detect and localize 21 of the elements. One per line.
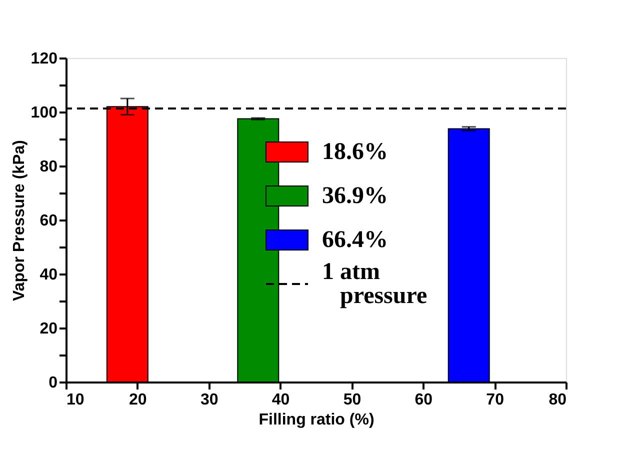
legend-label: 1 atm pressure [322, 259, 428, 309]
y-tick-label: 40 [40, 266, 58, 284]
x-tick-label: 20 [129, 392, 147, 408]
x-tick-label: 80 [548, 392, 567, 408]
legend-label: 36.9% [322, 183, 388, 209]
legend-label: 18.6% [322, 139, 388, 165]
y-tick-label: 100 [30, 104, 58, 122]
y-tick-label: 80 [40, 158, 58, 176]
y-tick-label: 20 [40, 320, 58, 338]
y-tick-label: 0 [48, 374, 58, 392]
x-axis-title: Filling ratio (%) [258, 412, 374, 428]
y-tick-label: 120 [30, 50, 58, 68]
x-tick-label: 50 [343, 392, 362, 408]
x-tick-label: 70 [486, 392, 504, 408]
x-tick-label: 10 [66, 392, 84, 408]
y-tick-label: 60 [40, 212, 58, 230]
legend-label: 66.4% [322, 227, 388, 253]
x-tick-label: 40 [272, 392, 290, 408]
y-axis-title: Vapor Pressure (kPa) [10, 140, 28, 301]
x-tick-label: 60 [414, 392, 433, 408]
x-tick-label: 30 [200, 392, 218, 408]
